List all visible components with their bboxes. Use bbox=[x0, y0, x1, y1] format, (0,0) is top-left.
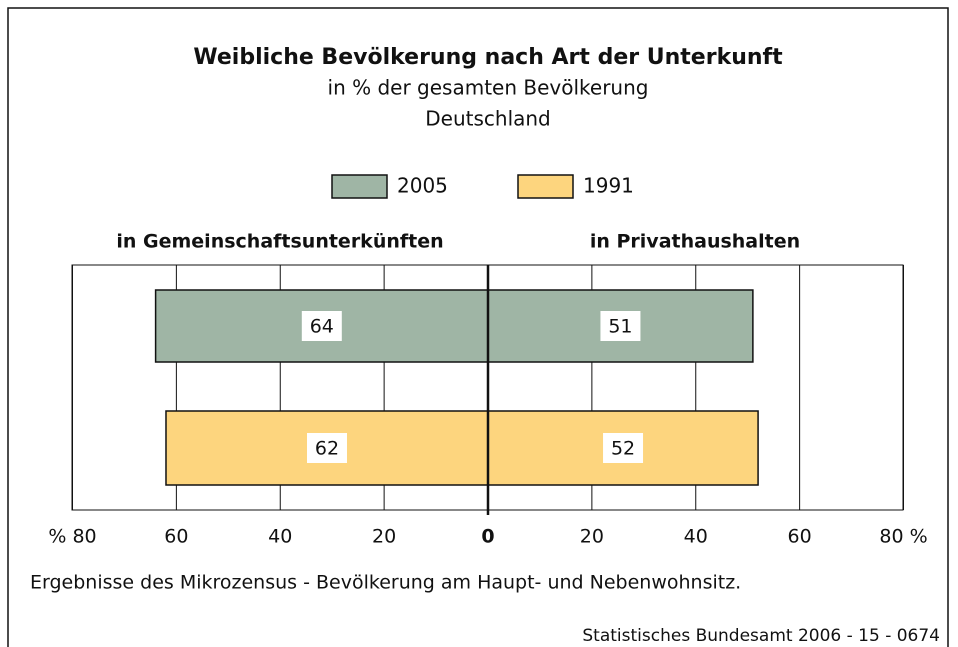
source: Statistisches Bundesamt 2006 - 15 - 0674 bbox=[582, 626, 940, 646]
x-tick-label: 40 bbox=[684, 526, 708, 548]
side-heading: in Privathaushalten bbox=[590, 231, 800, 253]
data-label-box bbox=[301, 311, 342, 341]
x-tick-label: 80 % bbox=[879, 526, 927, 548]
data-label-box bbox=[306, 433, 347, 463]
data-label-box bbox=[603, 433, 644, 463]
data-label: 64 bbox=[310, 316, 334, 338]
x-tick-label: 40 bbox=[268, 526, 292, 548]
legend-label: 2005 bbox=[397, 174, 448, 198]
legend-swatch bbox=[517, 174, 574, 199]
side-heading: in Gemeinschaftsunterkünften bbox=[116, 231, 443, 253]
chart-subtitle: Deutschland bbox=[425, 107, 551, 131]
x-tick-label: 60 bbox=[164, 526, 188, 548]
note: Ergebnisse des Mikrozensus - Bevölkerung… bbox=[30, 572, 741, 594]
chart-subtitle: in % der gesamten Bevölkerung bbox=[328, 76, 649, 100]
legend-label: 1991 bbox=[583, 174, 634, 198]
data-label: 51 bbox=[608, 316, 632, 338]
legend-swatch bbox=[331, 174, 388, 199]
x-tick-label: 20 bbox=[580, 526, 604, 548]
x-tick-label: 0 bbox=[481, 526, 494, 548]
data-label: 62 bbox=[315, 438, 339, 460]
chart-title: Weibliche Bevölkerung nach Art der Unter… bbox=[193, 45, 783, 70]
x-tick-label: 60 bbox=[788, 526, 812, 548]
x-tick-label: % 80 bbox=[48, 526, 96, 548]
x-tick-label: 20 bbox=[372, 526, 396, 548]
data-label-box bbox=[600, 311, 641, 341]
frame bbox=[7, 7, 949, 647]
data-label: 52 bbox=[611, 438, 635, 460]
